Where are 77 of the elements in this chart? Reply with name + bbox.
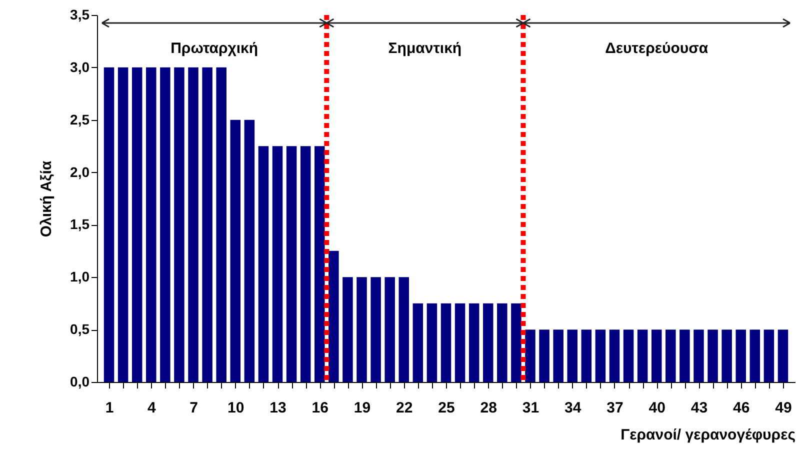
- x-tick-label: 49: [775, 400, 792, 416]
- y-tick-label: 2,0: [70, 164, 90, 180]
- x-tick-label: 34: [564, 400, 582, 416]
- x-tick-label: 10: [228, 400, 244, 416]
- bar: [104, 67, 114, 382]
- x-tick-label: 40: [648, 400, 666, 416]
- bar: [553, 330, 564, 382]
- x-tick-label: 43: [690, 400, 708, 416]
- bar: [468, 303, 480, 382]
- bar: [174, 67, 184, 382]
- y-tick-label: 2,5: [70, 111, 90, 128]
- bar: [426, 303, 438, 382]
- bar: [286, 146, 297, 382]
- bar: [230, 120, 241, 382]
- bar: [736, 330, 746, 382]
- x-tick-label: 13: [270, 400, 286, 416]
- bar: [666, 330, 676, 382]
- bar: [651, 330, 662, 382]
- x-tick-label: 19: [354, 400, 371, 416]
- x-tick-label: 25: [438, 400, 455, 416]
- bar: [497, 303, 508, 382]
- bar: [637, 330, 648, 382]
- bar: [440, 303, 452, 382]
- bar: [623, 330, 634, 382]
- bar: [567, 330, 578, 382]
- bar: [370, 277, 381, 382]
- bar: [764, 330, 774, 382]
- bar: [216, 67, 226, 382]
- annotation: Σημαντική: [388, 40, 462, 57]
- bar: [539, 330, 550, 382]
- x-tick-label: 16: [312, 400, 328, 416]
- y-tick-label: 1,0: [70, 268, 90, 285]
- annotation: Πρωταρχική: [170, 40, 258, 57]
- bar: [525, 330, 536, 382]
- bar: [188, 67, 198, 382]
- bar: [272, 146, 283, 382]
- bar: [160, 67, 170, 382]
- bar: [694, 330, 704, 382]
- bar: [454, 303, 466, 382]
- bar: [300, 146, 311, 382]
- x-axis-title: Γερανοί/ γερανογέφυρες: [620, 426, 796, 444]
- x-tick-label: 22: [396, 400, 413, 416]
- bar: [750, 330, 760, 382]
- bar: [708, 330, 718, 382]
- y-tick-label: 1,5: [70, 216, 90, 232]
- bar: [384, 277, 395, 382]
- x-tick-label: 46: [733, 400, 750, 416]
- bar: [132, 67, 142, 382]
- x-tick-label: 1: [105, 400, 114, 416]
- bar: [482, 303, 494, 382]
- bar: [581, 330, 592, 382]
- bar: [118, 67, 128, 382]
- bar: [511, 303, 522, 382]
- bar: [778, 330, 788, 382]
- y-tick-label: 0,5: [70, 321, 90, 338]
- bar: [258, 146, 269, 382]
- y-axis-title: Ολική Αξία: [38, 160, 56, 238]
- bar: [244, 120, 255, 382]
- bar: [722, 330, 732, 382]
- x-tick-label: 4: [147, 400, 156, 416]
- bar: [202, 67, 212, 382]
- bar: [146, 67, 156, 382]
- y-tick-label: 3,5: [70, 6, 90, 22]
- x-tick-label: 28: [480, 400, 497, 416]
- bar: [680, 330, 690, 382]
- y-tick-label: 0,0: [70, 374, 90, 390]
- bar: [356, 277, 367, 382]
- annotation: Δευτερεύουσα: [605, 40, 709, 57]
- y-tick-label: 3,0: [70, 58, 90, 75]
- bar: [342, 277, 353, 382]
- x-tick-label: 7: [190, 400, 198, 416]
- x-tick-label: 31: [522, 400, 540, 416]
- bar: [609, 330, 620, 382]
- bar: [412, 303, 424, 382]
- bar: [398, 277, 410, 382]
- x-tick-label: 37: [606, 400, 624, 416]
- bar: [595, 330, 606, 382]
